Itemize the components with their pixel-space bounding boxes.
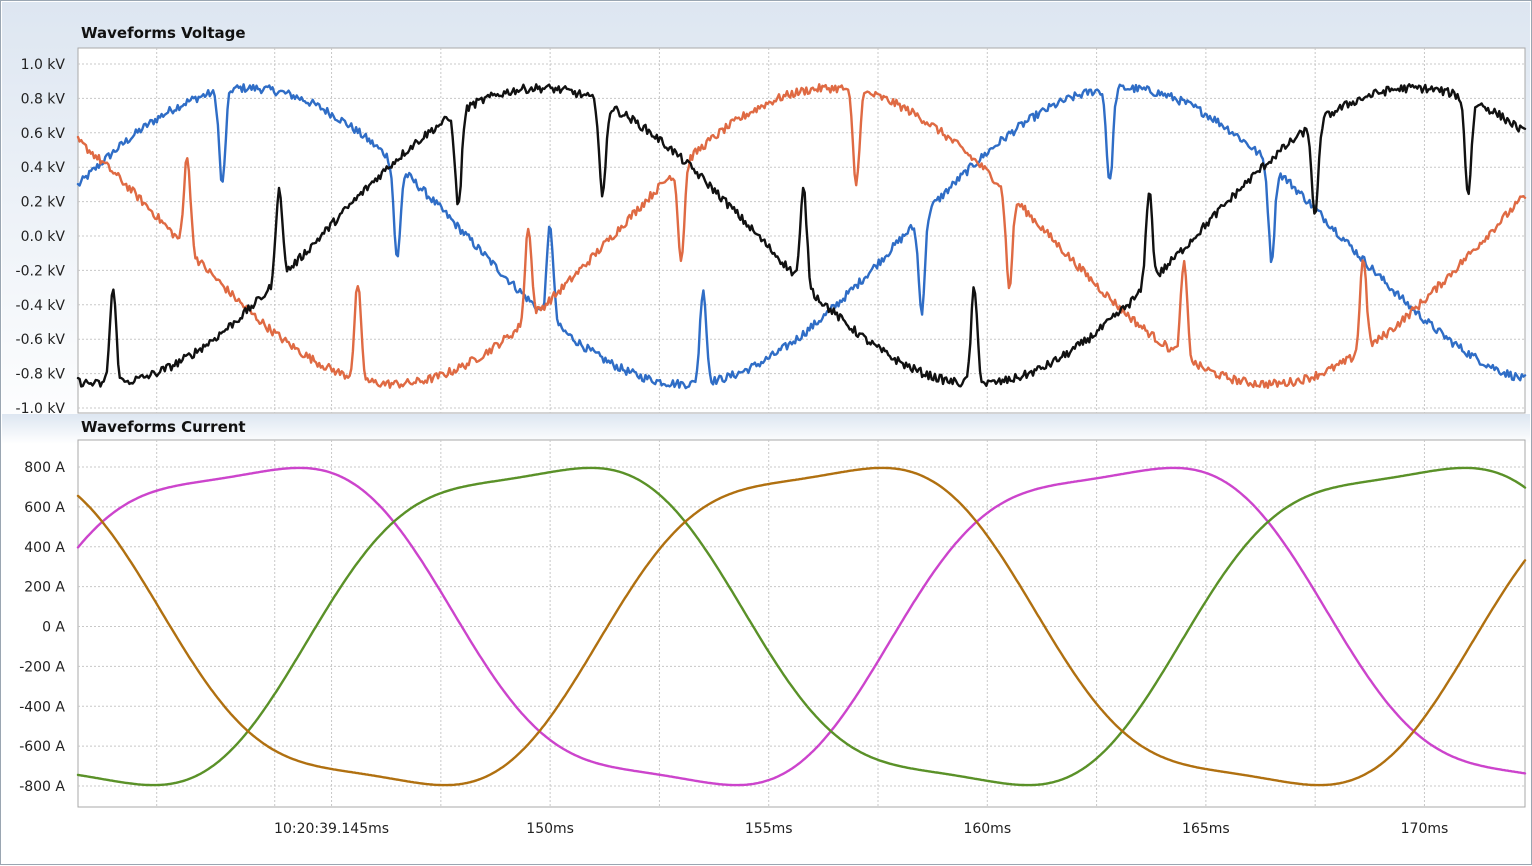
current-y-tick-label: 400 A <box>24 540 65 556</box>
current-x-tick-label: 150ms <box>526 821 574 837</box>
current-y-tick-label: -200 A <box>19 659 65 675</box>
voltage-y-tick-label: 1.0 kV <box>21 57 66 73</box>
current-y-tick-label: 200 A <box>24 580 65 596</box>
current-y-tick-label: -600 A <box>19 739 65 755</box>
voltage-y-tick-label: 0.0 kV <box>21 229 66 245</box>
current-chart: 800 A 600 A 400 A 200 A 0 A -200 A -400 A -600 … <box>19 439 1527 837</box>
voltage-chart: 1.0 kV 0.8 kV 0.6 kV 0.4 kV 0.2 kV 0.0 kV -0.2… <box>16 47 1527 417</box>
current-y-tick-label: -800 A <box>19 779 65 795</box>
voltage-y-tick-label: 0.6 kV <box>21 126 66 142</box>
voltage-y-tick-label: 0.8 kV <box>21 91 66 107</box>
current-x-tick-label: 155ms <box>745 821 793 837</box>
current-x-tick-label: 165ms <box>1182 821 1230 837</box>
voltage-chart-title: Waveforms Voltage <box>81 24 246 42</box>
current-y-tick-label: 800 A <box>24 460 65 476</box>
voltage-series-3-line <box>76 83 1527 388</box>
current-series-1-line <box>76 466 1527 787</box>
current-y-tick-label: 0 A <box>42 620 65 636</box>
voltage-y-tick-label: 0.4 kV <box>21 160 66 176</box>
voltage-y-tick-label: -0.8 kV <box>16 367 66 383</box>
voltage-y-tick-label: 0.2 kV <box>21 195 66 211</box>
current-chart-title: Waveforms Current <box>81 418 246 436</box>
current-x-tick-label: 160ms <box>963 821 1011 837</box>
voltage-y-tick-label: -0.6 kV <box>16 332 66 348</box>
voltage-y-tick-label: -0.2 kV <box>16 263 66 279</box>
current-x-tick-label: 170ms <box>1401 821 1449 837</box>
current-x-tick-label: 10:20:39.145ms <box>274 821 389 837</box>
voltage-y-tick-label: -1.0 kV <box>16 401 66 417</box>
current-series-3-line <box>76 466 1527 787</box>
voltage-y-tick-label: -0.4 kV <box>16 298 66 314</box>
current-y-tick-label: 600 A <box>24 500 65 516</box>
voltage-series-1-line <box>76 83 1527 390</box>
voltage-series-2-line <box>76 83 1527 389</box>
current-panel-background <box>2 414 1530 444</box>
voltage-plot-area <box>77 47 1526 414</box>
current-y-tick-label: -400 A <box>19 699 65 715</box>
current-series-2-line <box>76 466 1527 787</box>
